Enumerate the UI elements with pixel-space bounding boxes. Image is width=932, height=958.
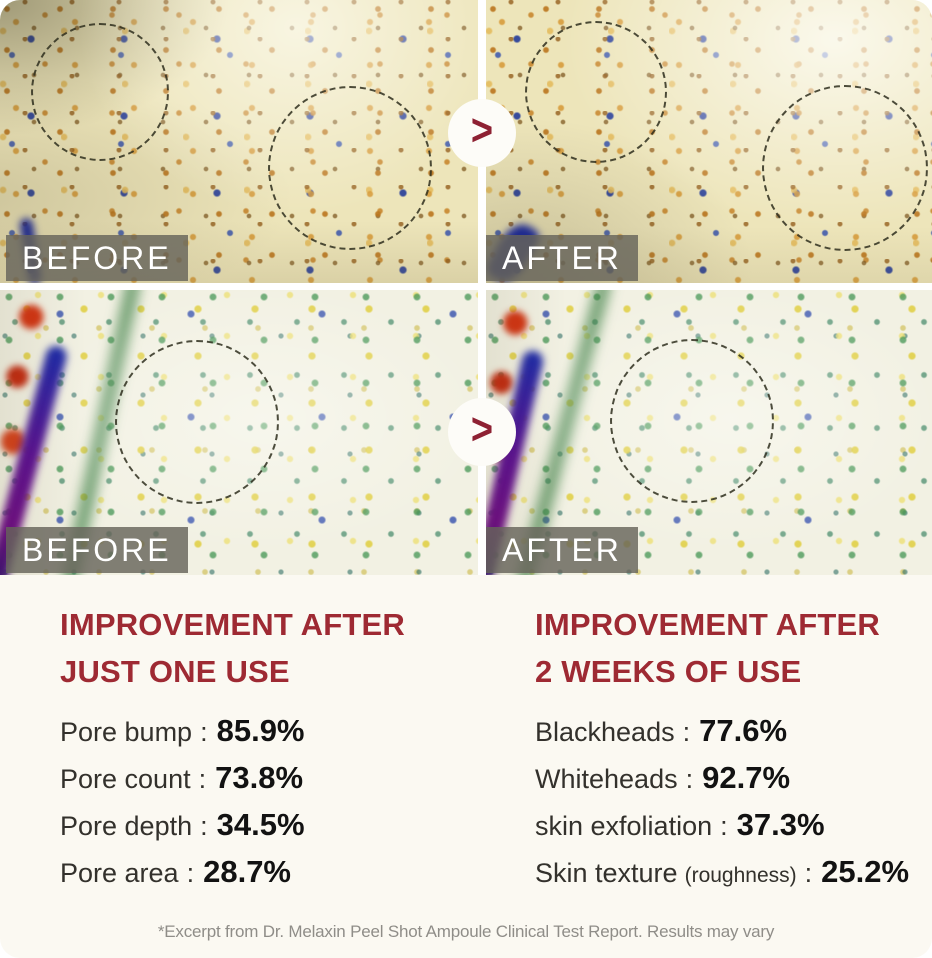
after-pore-image: AFTER <box>486 0 932 283</box>
stat-row: Pore bump:85.9% <box>60 708 405 755</box>
stat-label: skin exfoliation <box>535 811 713 841</box>
arrow-badge-row2: > <box>448 398 516 466</box>
before-texture-image: BEFORE <box>0 290 478 575</box>
before-pore-image: BEFORE <box>0 0 478 283</box>
analysis-circle <box>268 86 432 250</box>
analysis-circle <box>610 339 774 503</box>
comparison-grid: BEFORE AFTER BEFORE AFTER <box>0 0 932 575</box>
stat-separator: : <box>200 717 208 747</box>
results-section: IMPROVEMENT AFTER JUST ONE USE Pore bump… <box>0 575 932 958</box>
stats-list: Pore bump:85.9% Pore count:73.8% Pore de… <box>60 708 405 896</box>
stat-label: Skin texture <box>535 858 678 888</box>
results-one-use: IMPROVEMENT AFTER JUST ONE USE Pore bump… <box>60 601 405 896</box>
stat-separator: : <box>685 764 694 794</box>
stat-value: 28.7% <box>203 854 291 889</box>
stat-label: Blackheads <box>535 717 675 747</box>
after-texture-image: AFTER <box>486 290 932 575</box>
stat-label-note: (roughness) <box>684 864 797 887</box>
stat-value: 34.5% <box>216 807 305 842</box>
stat-row: Blackheads:77.6% <box>535 708 909 755</box>
stat-label: Pore area <box>60 858 179 888</box>
stat-row: Pore area:28.7% <box>60 849 405 896</box>
results-two-weeks: IMPROVEMENT AFTER 2 WEEKS OF USE Blackhe… <box>535 601 909 899</box>
stat-row: Pore depth:34.5% <box>60 802 405 849</box>
stat-label: Pore bump <box>60 717 193 747</box>
analysis-circle <box>115 340 279 504</box>
stat-value: 73.8% <box>215 760 304 795</box>
stat-value: 92.7% <box>702 760 791 795</box>
after-label-row1: AFTER <box>486 235 638 281</box>
title-line: JUST ONE USE <box>60 654 290 689</box>
stat-label: Pore count <box>60 764 191 794</box>
results-title-one-use: IMPROVEMENT AFTER JUST ONE USE <box>60 601 405 695</box>
texture-streak-red <box>0 296 52 480</box>
stat-row: Whiteheads:92.7% <box>535 755 909 802</box>
stat-separator: : <box>804 858 813 888</box>
before-label-row1: BEFORE <box>6 235 188 281</box>
stat-separator: : <box>200 811 208 841</box>
stat-value: 37.3% <box>736 807 825 842</box>
chevron-right-icon: > <box>470 105 494 156</box>
analysis-circle <box>525 21 667 163</box>
stat-separator: : <box>682 717 691 747</box>
analysis-circle <box>31 23 169 161</box>
stat-separator: : <box>186 858 195 888</box>
arrow-badge-row1: > <box>448 99 516 167</box>
before-label-row2: BEFORE <box>6 527 188 573</box>
stat-row: Pore count:73.8% <box>60 755 405 802</box>
stat-separator: : <box>198 764 207 794</box>
stat-row: skin exfoliation:37.3% <box>535 802 909 849</box>
footnote: *Excerpt from Dr. Melaxin Peel Shot Ampo… <box>157 922 775 941</box>
title-line: IMPROVEMENT AFTER <box>60 607 405 642</box>
stat-value: 25.2% <box>821 854 910 889</box>
analysis-circle <box>762 85 928 251</box>
stat-label: Pore depth <box>60 811 193 841</box>
stats-list: Blackheads:77.6% Whiteheads:92.7% skin e… <box>535 708 909 899</box>
stat-label: Whiteheads <box>535 764 678 794</box>
chevron-right-icon: > <box>470 404 494 455</box>
title-line: IMPROVEMENT AFTER <box>535 607 880 642</box>
stat-value: 85.9% <box>216 713 305 748</box>
results-title-two-weeks: IMPROVEMENT AFTER 2 WEEKS OF USE <box>535 601 909 695</box>
title-line: 2 WEEKS OF USE <box>535 654 802 689</box>
stat-row: Skin texture (roughness):25.2% <box>535 849 909 899</box>
after-label-row2: AFTER <box>486 527 638 573</box>
stat-separator: : <box>720 811 728 841</box>
stat-value: 77.6% <box>699 713 788 748</box>
